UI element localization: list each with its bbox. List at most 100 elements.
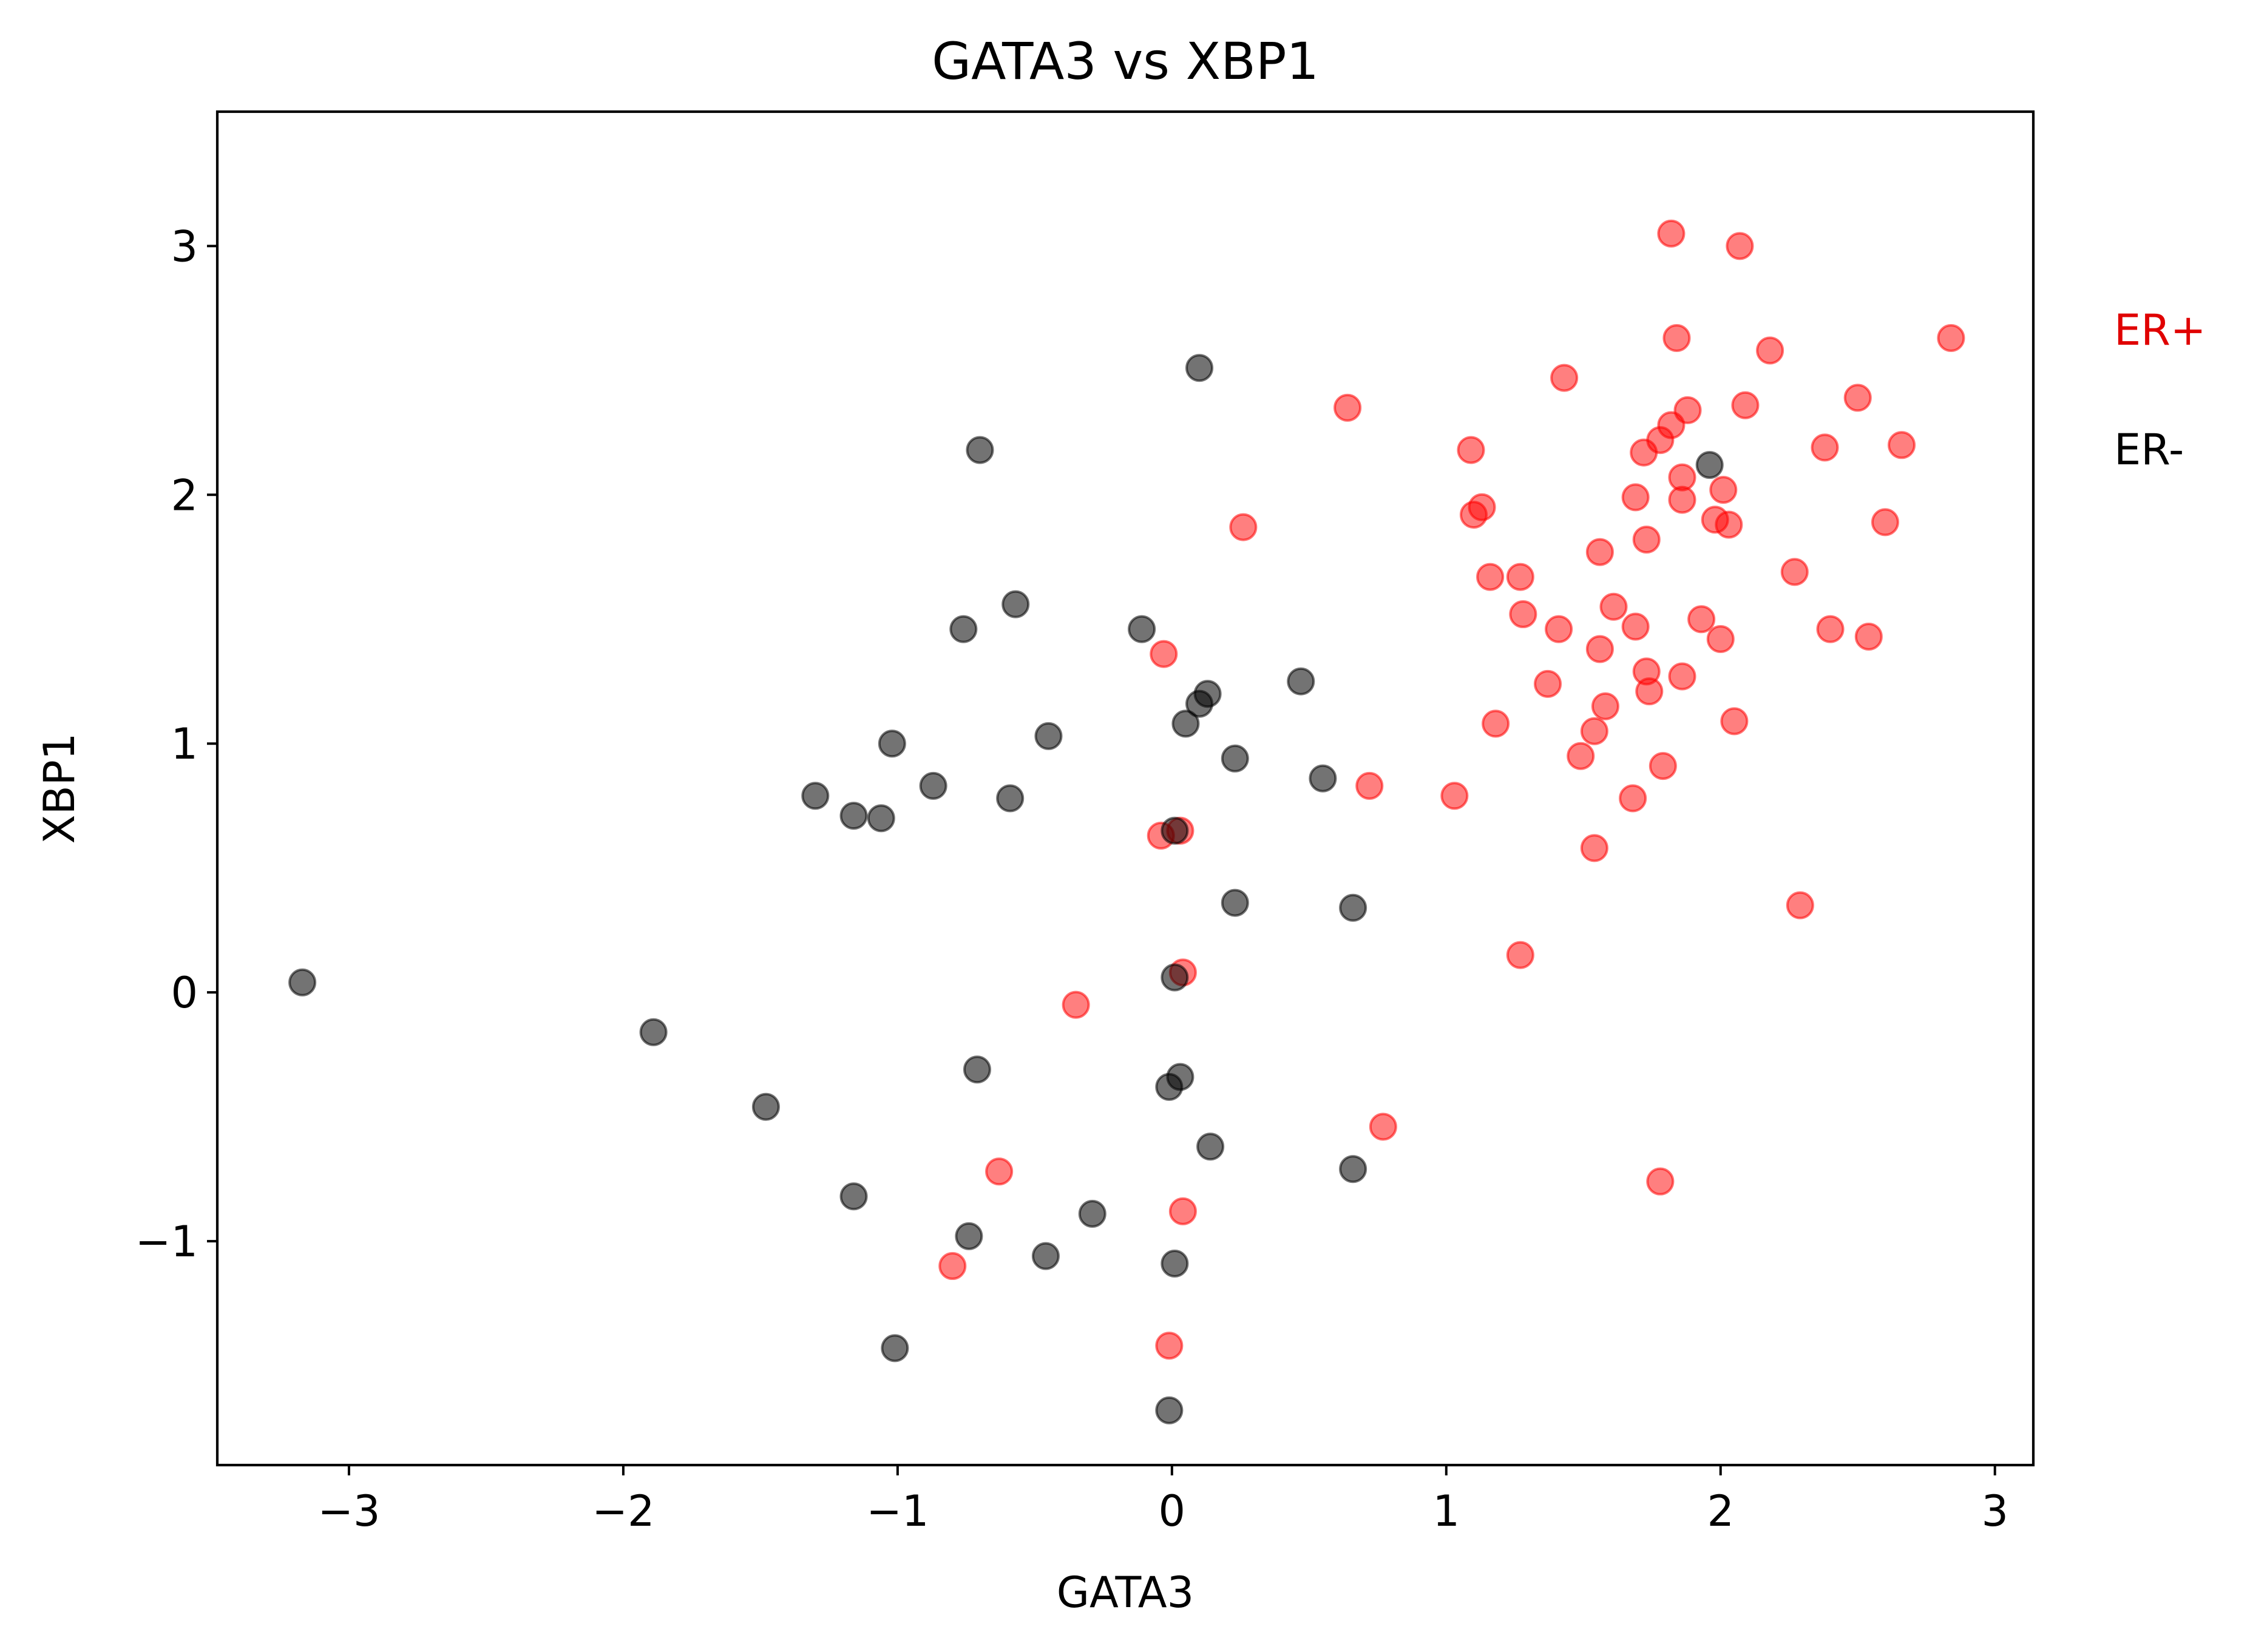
ticks-layer: −3 −2 −1 0 1 2 3 −1 0 1 2 3 [135,222,2008,1536]
data-point [1937,324,1965,353]
data-point [1550,364,1579,392]
data-point [949,615,978,643]
data-point [751,1092,780,1121]
data-point [1155,1332,1184,1360]
data-point [867,804,895,833]
data-point [1062,990,1090,1019]
data-point [1871,508,1899,537]
data-point [1709,476,1738,504]
data-point [1715,510,1743,539]
data-point [1580,834,1608,862]
data-point [1476,563,1505,591]
data-point [1506,941,1534,969]
data-point [1843,384,1872,412]
data-point [1185,354,1214,382]
data-point [1545,615,1573,643]
data-point [1668,662,1696,691]
data-point [1668,486,1696,514]
data-point [1185,689,1214,718]
x-tick-label: 2 [1707,1486,1734,1536]
chart-title: GATA3 vs XBP1 [932,32,1319,91]
x-tick-label: −3 [317,1486,380,1536]
data-point [1816,615,1845,643]
data-point [1171,709,1200,738]
data-point [1221,744,1249,773]
data-point [1621,612,1650,641]
data-point [1339,893,1367,922]
data-point [881,1334,909,1363]
data-point [1128,615,1156,643]
data-point [1695,451,1724,479]
data-point [1482,709,1510,738]
y-axis-label: XBP1 [35,733,84,844]
data-point [1534,669,1562,698]
data-point [1509,600,1537,629]
data-point [1031,1242,1060,1270]
data-point [1150,640,1178,668]
points-layer [288,219,1965,1424]
data-point [963,1055,991,1084]
legend: ER+ ER- [2114,305,2206,475]
data-point [1786,891,1814,919]
data-point [1720,707,1749,736]
data-point [1585,635,1614,663]
data-point [1440,782,1469,810]
data-point [966,436,994,464]
data-point [985,1157,1014,1186]
data-point [639,1018,668,1046]
data-point [1161,963,1189,992]
y-tick-label: 3 [171,222,198,271]
data-point [1649,752,1677,780]
x-tick-label: 3 [1981,1486,2008,1536]
y-tick-label: 1 [171,719,198,769]
data-point [1333,393,1362,422]
data-point [1506,563,1534,591]
data-point [1355,771,1384,800]
data-point [1155,1072,1184,1101]
x-tick-label: −1 [866,1486,929,1536]
data-point [288,968,317,997]
data-point [1196,1132,1225,1161]
data-point [1621,483,1650,512]
data-point [839,1182,868,1211]
y-tick-label: 0 [171,968,198,1018]
data-point [1580,717,1608,745]
data-point [878,730,906,758]
data-point [839,802,868,830]
data-point [1309,764,1337,793]
data-point [1161,816,1189,845]
data-point [1662,324,1691,353]
data-point [1339,1155,1367,1183]
data-point [1168,1197,1197,1225]
data-point [1161,1249,1189,1278]
data-point [1619,784,1647,813]
data-point [1632,526,1661,554]
data-point [1567,742,1595,770]
x-axis-label: GATA3 [1057,1568,1194,1617]
data-point [801,782,830,810]
data-point [1034,722,1063,750]
data-point [955,1222,983,1250]
data-point [1221,889,1249,917]
data-point [1001,590,1030,618]
data-point [1599,592,1628,621]
data-point [1585,538,1614,566]
data-point [1854,622,1883,651]
data-point [1369,1112,1397,1141]
data-point [919,771,947,800]
data-point [1780,558,1809,586]
data-point [1459,501,1488,529]
data-point [1078,1199,1106,1228]
data-point [1646,1167,1675,1196]
data-point [1726,232,1754,260]
x-tick-label: −2 [592,1486,654,1536]
legend-label: ER- [2114,425,2184,475]
data-point [1811,433,1839,462]
x-tick-label: 0 [1159,1486,1186,1536]
data-point [1457,436,1485,464]
data-point [1687,605,1716,634]
data-point [1630,438,1658,467]
data-point [1756,336,1784,365]
